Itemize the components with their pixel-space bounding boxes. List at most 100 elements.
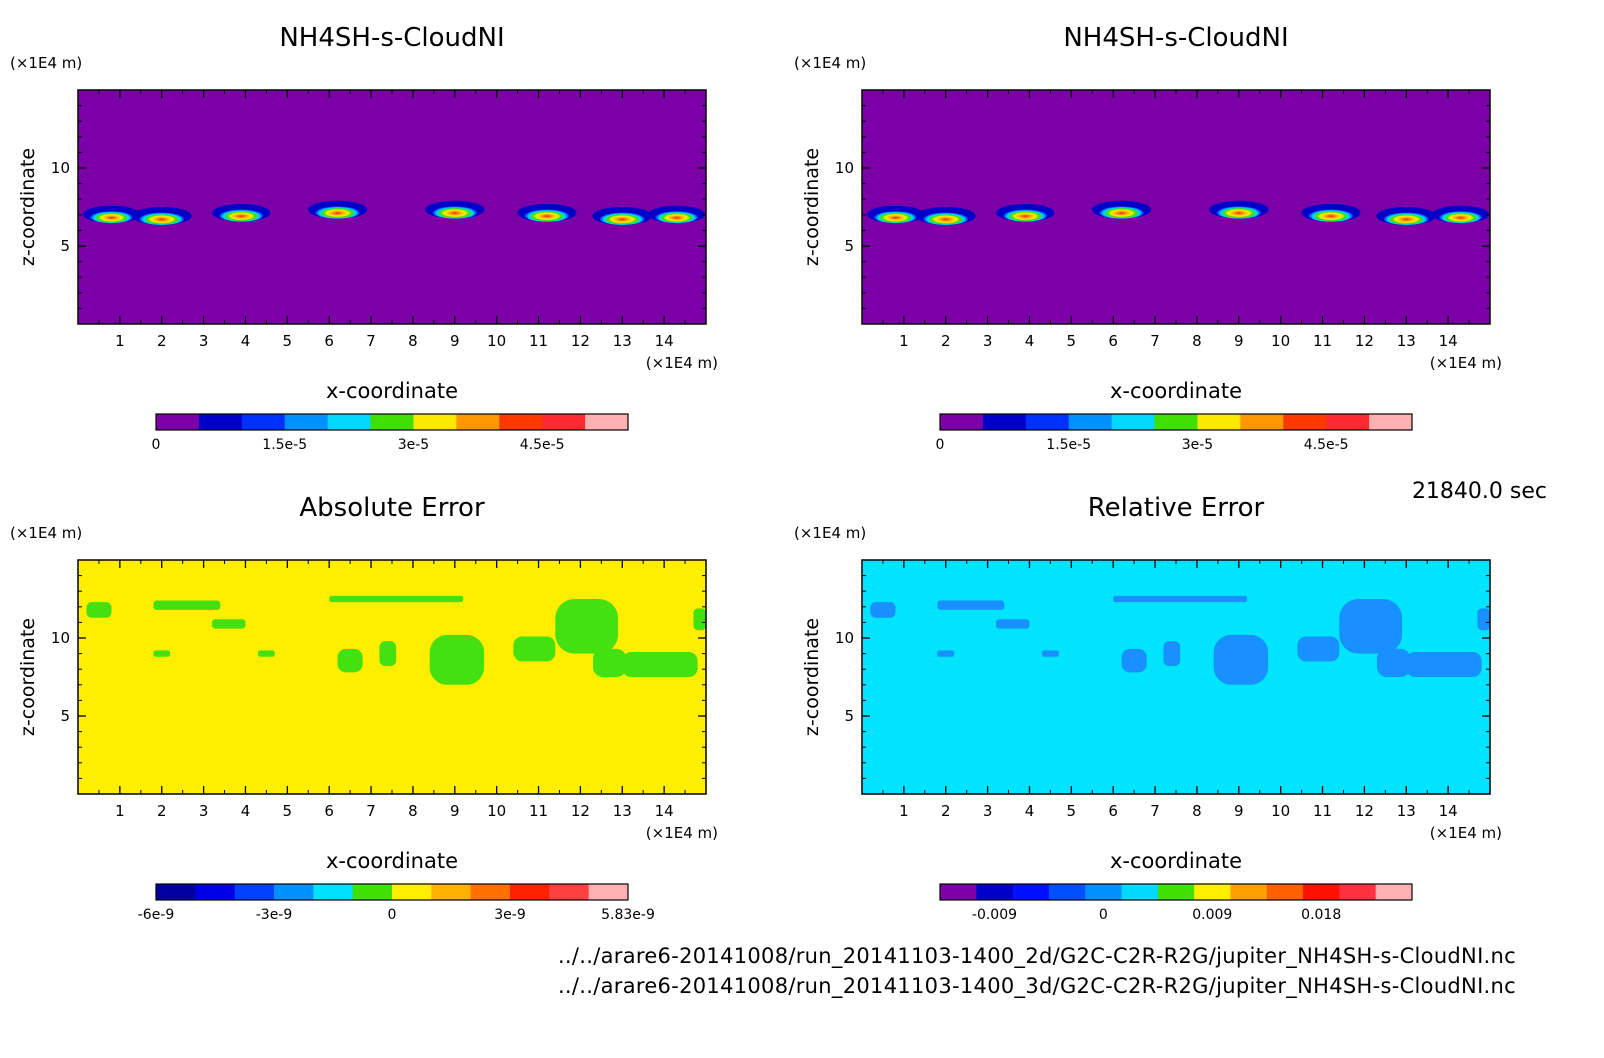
y-tick-label: 10 <box>835 159 854 177</box>
x-tick-label: 8 <box>408 332 418 350</box>
x-tick-label: 1 <box>899 802 909 820</box>
x-tick-label: 9 <box>1234 332 1244 350</box>
colorbar-label: 3e-5 <box>398 437 429 453</box>
x-tick-label: 4 <box>241 332 251 350</box>
x-tick-label: 2 <box>941 802 951 820</box>
colorbar-swatch <box>499 414 543 430</box>
colorbar-label: 0 <box>936 437 945 453</box>
cloud-feature-core <box>873 209 918 224</box>
colorbar-frame <box>155 413 629 431</box>
error-patch <box>555 599 619 654</box>
colorbar-swatch <box>352 884 393 900</box>
error-patch <box>870 602 896 618</box>
x-tick-label: 9 <box>1234 802 1244 820</box>
colorbar-label: 4.5e-5 <box>520 437 565 453</box>
chart-panel-4: Relative Error (×1E4 m) (×1E4 m) x-coordina… <box>794 493 1502 923</box>
colorbar-label: 3e-9 <box>494 907 525 923</box>
colorbar-swatch <box>370 414 414 430</box>
colorbar-swatch <box>1154 414 1198 430</box>
x-tick-label: 8 <box>1192 802 1202 820</box>
colorbar-swatch <box>588 884 629 900</box>
colorbar-swatch <box>549 884 590 900</box>
colorbar-label: 0.018 <box>1301 907 1341 923</box>
y-unit-label: (×1E4 m) <box>10 524 82 542</box>
x-unit-label: (×1E4 m) <box>1430 354 1502 372</box>
colorbar-swatch <box>1121 884 1159 900</box>
colorbar-swatch <box>284 414 329 430</box>
y-tick-label: 5 <box>844 237 854 255</box>
colorbar-label: 4.5e-5 <box>1304 437 1349 453</box>
y-tick-label: 5 <box>60 707 70 725</box>
y-tick-label: 5 <box>844 707 854 725</box>
cloud-feature-core <box>89 209 134 224</box>
cloud-feature-core <box>1098 204 1145 219</box>
colorbar-swatch <box>234 884 275 900</box>
chart-title: Absolute Error <box>299 493 485 523</box>
x-tick-label: 6 <box>1108 332 1118 350</box>
colorbar-swatch <box>156 414 200 430</box>
cloud-feature-core <box>922 210 970 225</box>
colorbar: 0 1.5e-5 3e-5 4.5e-5 <box>152 413 629 453</box>
colorbar-frame <box>155 883 629 901</box>
cloud-feature-core <box>523 207 570 222</box>
colorbar-swatch <box>195 884 236 900</box>
colorbar-swatch <box>1025 414 1070 430</box>
colorbar-swatch <box>1326 414 1370 430</box>
x-tick-label: 2 <box>941 332 951 350</box>
error-patch <box>622 652 698 677</box>
plot-area <box>870 595 1490 685</box>
x-tick-label: 14 <box>1439 332 1458 350</box>
colorbar-swatch <box>241 414 286 430</box>
chart-title: Relative Error <box>1088 493 1265 523</box>
x-tick-label: 10 <box>487 802 506 820</box>
colorbar-frame <box>939 413 1413 431</box>
chart-title: NH4SH-s-CloudNI <box>279 23 504 53</box>
error-patch <box>1121 648 1147 673</box>
x-tick-label: 7 <box>366 802 376 820</box>
error-patch <box>258 650 275 657</box>
plot-background <box>862 90 1490 324</box>
colorbar-swatch <box>1157 884 1195 900</box>
colorbar-swatch <box>510 884 550 900</box>
colorbar-swatch <box>456 414 500 430</box>
error-patch <box>1339 599 1403 654</box>
cloud-feature-core <box>314 204 361 219</box>
y-unit-label: (×1E4 m) <box>794 54 866 72</box>
plot-background <box>78 90 706 324</box>
x-tick-label: 12 <box>1355 802 1374 820</box>
colorbar-swatch <box>1230 884 1268 900</box>
colorbar-swatch <box>982 414 1027 430</box>
colorbar-swatch <box>431 884 472 900</box>
x-tick-label: 10 <box>1271 332 1290 350</box>
x-tick-label: 14 <box>1439 802 1458 820</box>
error-patch <box>1376 648 1411 677</box>
colorbar-label: -6e-9 <box>138 907 175 923</box>
chart-panel-2: NH4SH-s-CloudNI (×1E4 m) (×1E4 m) x-coordin… <box>794 23 1502 453</box>
x-tick-label: 2 <box>157 332 167 350</box>
colorbar-swatch <box>392 884 432 900</box>
colorbar: -0.009 0 0.009 0.018 <box>939 883 1413 923</box>
error-patch <box>153 650 171 657</box>
error-patch <box>1113 595 1248 603</box>
error-patch <box>1213 634 1269 685</box>
error-patch <box>86 602 112 618</box>
colorbar-label: 1.5e-5 <box>1046 437 1091 453</box>
y-tick-label: 10 <box>51 629 70 647</box>
x-axis-label: x-coordinate <box>326 849 458 873</box>
x-tick-label: 4 <box>1025 802 1035 820</box>
x-tick-label: 11 <box>1313 332 1332 350</box>
error-patch <box>429 634 485 685</box>
cloud-feature-core <box>1382 210 1430 225</box>
x-tick-label: 9 <box>450 332 460 350</box>
colorbar-label: 3e-5 <box>1182 437 1213 453</box>
colorbar-swatch <box>313 884 354 900</box>
colorbar-label: -3e-9 <box>256 907 293 923</box>
x-tick-label: 3 <box>983 802 993 820</box>
error-patch <box>379 641 397 667</box>
colorbar-swatch <box>198 414 243 430</box>
colorbar-swatch <box>413 414 457 430</box>
colorbar-label: 5.83e-9 <box>601 907 655 923</box>
x-tick-label: 5 <box>283 802 293 820</box>
x-tick-label: 5 <box>283 332 293 350</box>
